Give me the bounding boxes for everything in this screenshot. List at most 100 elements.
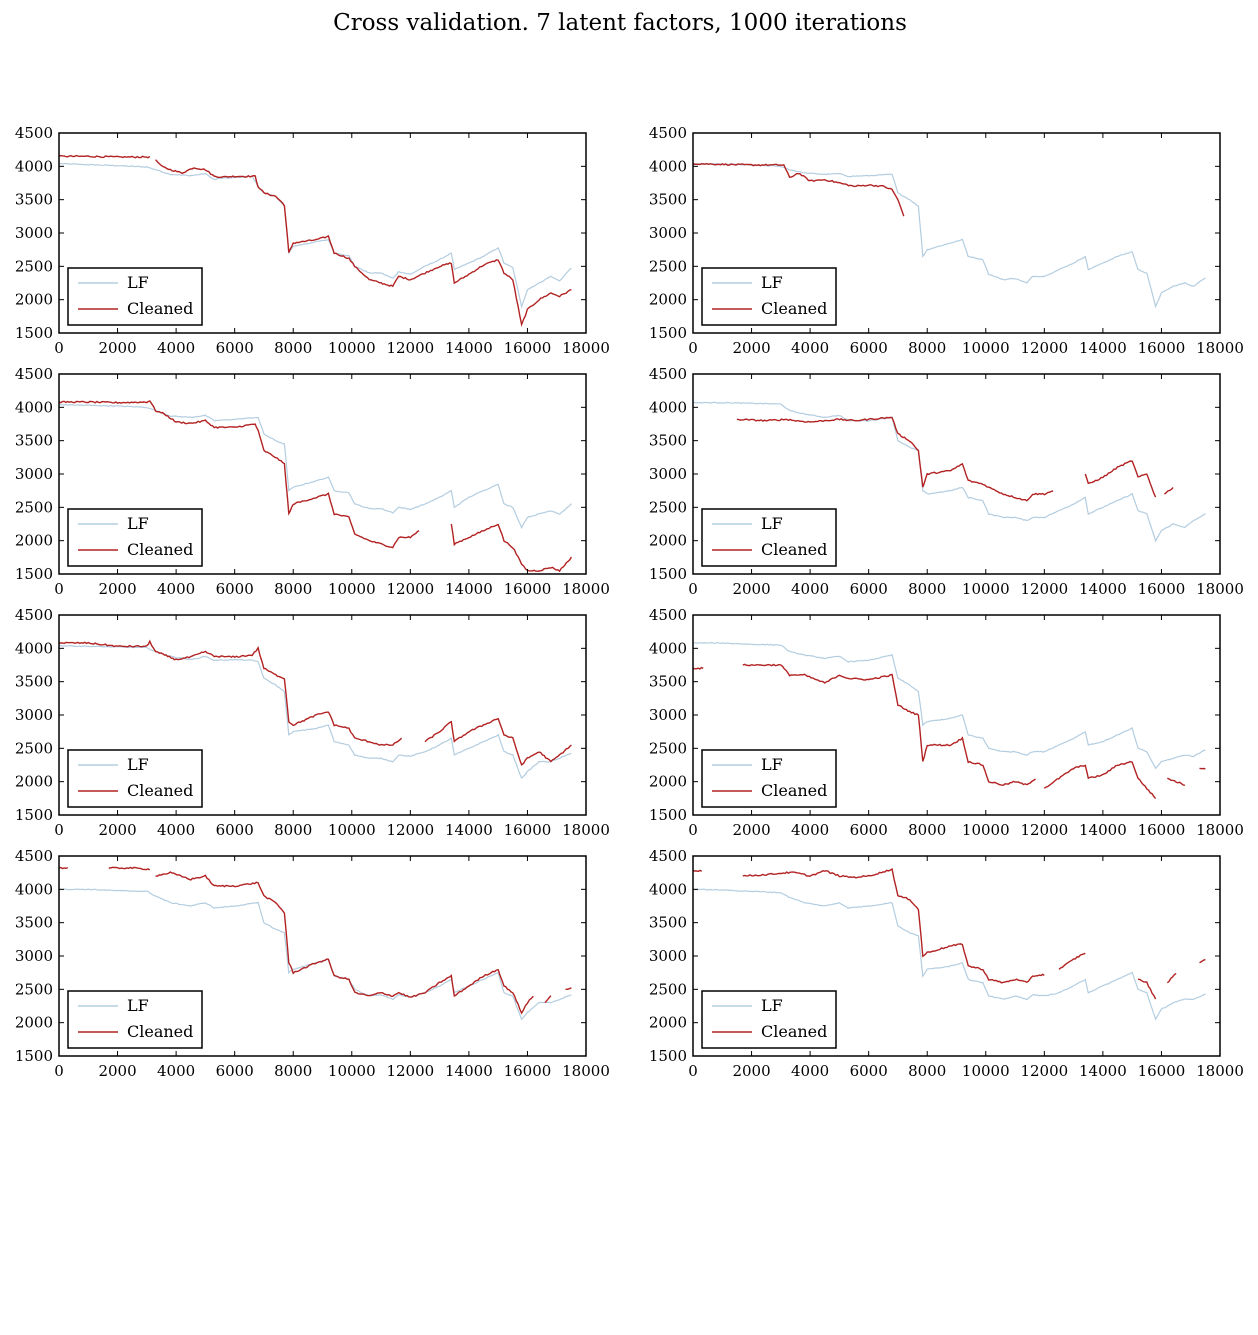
legend-box [701, 749, 837, 808]
legend-label-lf: LF [127, 755, 149, 774]
x-tick-label: 16000 [504, 1062, 552, 1080]
x-tick-label: 8000 [908, 339, 946, 357]
x-tick-label: 2000 [732, 1062, 770, 1080]
x-tick-label: 8000 [274, 821, 312, 839]
y-tick-label: 1500 [15, 565, 53, 583]
y-tick-label: 2000 [15, 291, 53, 309]
x-tick-label: 12000 [386, 821, 434, 839]
y-tick-label: 3500 [649, 673, 687, 691]
legend-label-cleaned: Cleaned [761, 540, 827, 559]
x-tick-label: 10000 [328, 580, 376, 598]
x-tick-label: 16000 [1138, 580, 1186, 598]
legend: LF Cleaned [701, 749, 837, 808]
x-tick-label: 6000 [216, 339, 254, 357]
y-tick-label: 4000 [15, 880, 53, 898]
series-cleaned-line [59, 866, 572, 1015]
x-tick-label: 0 [688, 1062, 698, 1080]
x-tick-label: 18000 [1196, 821, 1244, 839]
series-lf-line [693, 641, 1206, 770]
y-tick-label: 1500 [649, 1047, 687, 1065]
legend-label-cleaned: Cleaned [127, 1022, 193, 1041]
x-tick-label: 0 [688, 339, 698, 357]
series-lf-line [693, 888, 1206, 1021]
legend-label-lf: LF [761, 755, 783, 774]
subplot-3: 0 2000 4000 6000 8000 10000 12000 14000 16000 180… [15, 365, 610, 598]
y-tick-label: 2500 [15, 498, 53, 516]
y-tick-label: 2000 [15, 532, 53, 550]
y-tick-label: 4000 [649, 157, 687, 175]
x-tick-label: 14000 [1079, 821, 1127, 839]
x-tick-label: 18000 [1196, 339, 1244, 357]
x-tick-label: 14000 [445, 339, 493, 357]
legend-box [67, 749, 203, 808]
x-tick-label: 12000 [1020, 580, 1068, 598]
y-tick-label: 3000 [15, 465, 53, 483]
y-tick-label: 3000 [15, 947, 53, 965]
x-tick-label: 4000 [157, 580, 195, 598]
x-tick-label: 8000 [908, 821, 946, 839]
x-tick-label: 8000 [908, 580, 946, 598]
y-tick-label: 3500 [649, 914, 687, 932]
y-tick-label: 3000 [649, 947, 687, 965]
subplot-5: 0 2000 4000 6000 8000 10000 12000 14000 16000 180… [15, 606, 610, 839]
y-tick-label: 3000 [15, 706, 53, 724]
legend-box [701, 267, 837, 326]
x-tick-label: 16000 [1138, 339, 1186, 357]
x-tick-label: 10000 [328, 821, 376, 839]
y-tick-label: 4500 [649, 124, 687, 142]
x-tick-label: 2000 [98, 1062, 136, 1080]
y-tick-label: 1500 [15, 324, 53, 342]
x-tick-label: 12000 [1020, 339, 1068, 357]
y-tick-label: 2500 [15, 739, 53, 757]
x-tick-label: 18000 [562, 580, 610, 598]
x-tick-label: 0 [54, 821, 64, 839]
y-tick-label: 4500 [15, 606, 53, 624]
y-tick-label: 1500 [15, 806, 53, 824]
x-tick-label: 4000 [791, 821, 829, 839]
series-cleaned-line [693, 868, 1206, 1000]
legend-box [67, 267, 203, 326]
y-tick-label: 2500 [649, 739, 687, 757]
legend: LF Cleaned [67, 990, 203, 1049]
x-tick-label: 4000 [791, 339, 829, 357]
y-tick-label: 3000 [15, 224, 53, 242]
x-tick-label: 18000 [562, 821, 610, 839]
x-tick-label: 6000 [216, 580, 254, 598]
x-tick-label: 18000 [1196, 580, 1244, 598]
y-tick-label: 3000 [649, 465, 687, 483]
y-tick-label: 2000 [649, 291, 687, 309]
x-tick-label: 6000 [850, 1062, 888, 1080]
x-tick-label: 12000 [386, 580, 434, 598]
y-tick-label: 4000 [649, 880, 687, 898]
x-tick-label: 2000 [732, 339, 770, 357]
x-tick-label: 18000 [1196, 1062, 1244, 1080]
x-tick-label: 14000 [445, 580, 493, 598]
x-tick-label: 0 [688, 821, 698, 839]
x-tick-label: 8000 [274, 580, 312, 598]
x-tick-label: 0 [54, 580, 64, 598]
y-tick-label: 3500 [649, 191, 687, 209]
y-tick-label: 2000 [15, 773, 53, 791]
series-cleaned-line [59, 400, 573, 573]
y-tick-label: 3000 [649, 224, 687, 242]
x-tick-label: 2000 [98, 580, 136, 598]
series-cleaned-line [693, 663, 1206, 799]
subplot-4: 0 2000 4000 6000 8000 10000 12000 14000 16000 180… [649, 365, 1244, 598]
y-tick-label: 3500 [15, 191, 53, 209]
x-tick-label: 14000 [1079, 580, 1127, 598]
series-lf-line [59, 403, 572, 530]
legend-box [701, 508, 837, 567]
legend-label-cleaned: Cleaned [761, 1022, 827, 1041]
y-tick-label: 2500 [15, 257, 53, 275]
y-tick-label: 3500 [649, 432, 687, 450]
series-cleaned-line [736, 416, 1174, 502]
x-tick-label: 16000 [504, 580, 552, 598]
y-tick-label: 4500 [649, 847, 687, 865]
x-tick-label: 14000 [445, 821, 493, 839]
legend-label-lf: LF [127, 273, 149, 292]
legend: LF Cleaned [701, 267, 837, 326]
legend-box [67, 508, 203, 567]
x-tick-label: 16000 [1138, 1062, 1186, 1080]
y-tick-label: 1500 [649, 806, 687, 824]
x-tick-label: 10000 [328, 339, 376, 357]
